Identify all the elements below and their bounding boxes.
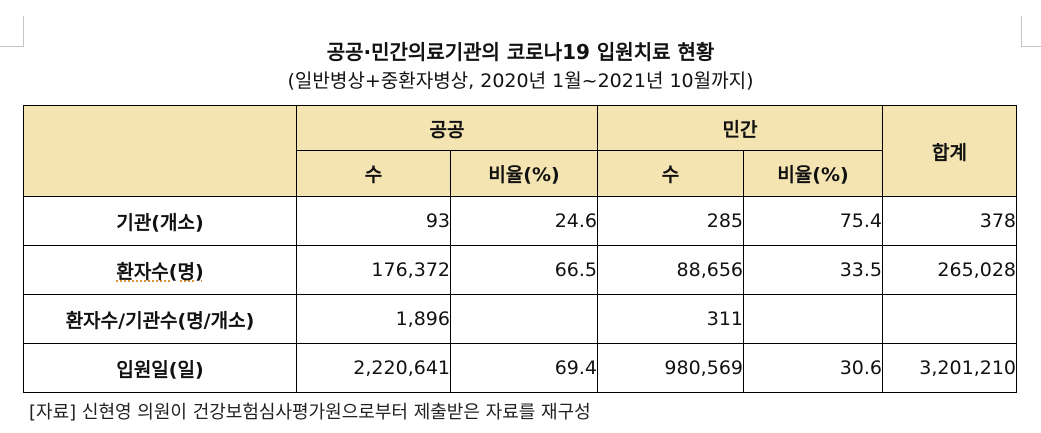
row-label: 입원일(일) xyxy=(23,343,297,393)
cell-public-count: 2,220,641 xyxy=(296,343,451,393)
page-corner-mark-right xyxy=(1021,16,1041,47)
cell-private-count: 88,656 xyxy=(597,245,744,295)
cell-private-count: 285 xyxy=(597,196,744,246)
header-public-ratio: 비율(%) xyxy=(450,150,598,197)
page-corner-mark-left xyxy=(0,16,24,47)
table-row: 기관(개소) 93 24.6 285 75.4 378 xyxy=(23,196,1017,246)
cell-public-ratio xyxy=(450,294,598,344)
table-row: 환자수/기관수(명/개소) 1,896 311 xyxy=(23,294,1017,344)
table-row: 입원일(일) 2,220,641 69.4 980,569 30.6 3,201… xyxy=(23,343,1017,393)
cell-public-count: 176,372 xyxy=(296,245,451,295)
cell-public-ratio: 24.6 xyxy=(450,196,598,246)
document-subtitle: (일반병상+중환자병상, 2020년 1월~2021년 10월까지) xyxy=(287,70,754,92)
row-label: 환자수/기관수(명/개소) xyxy=(23,294,297,344)
cell-total: 378 xyxy=(882,196,1017,246)
cell-public-ratio: 66.5 xyxy=(450,245,598,295)
header-row-groups: 공공 민간 합계 xyxy=(23,105,1017,197)
table-row: 환자수(명) 176,372 66.5 88,656 33.5 265,028 xyxy=(23,245,1017,295)
header-corner-cell xyxy=(23,105,297,197)
cell-private-count: 311 xyxy=(597,294,744,344)
row-label-text: 환자수(명) xyxy=(116,260,204,283)
cell-private-ratio xyxy=(743,294,883,344)
source-note: [자료] 신현영 의원이 건강보험심사평가원으로부터 제출받은 자료를 재구성 xyxy=(29,402,591,423)
cell-public-count: 93 xyxy=(296,196,451,246)
row-label: 환자수(명) xyxy=(23,245,297,295)
header-total: 합계 xyxy=(882,105,1017,197)
cell-total: 265,028 xyxy=(882,245,1017,295)
cell-public-ratio: 69.4 xyxy=(450,343,598,393)
cell-private-count: 980,569 xyxy=(597,343,744,393)
hospitalization-table: 공공 민간 합계 수 비율(%) 수 비율(%) 기관(개소) 93 24.6 … xyxy=(23,105,1017,393)
cell-total: 3,201,210 xyxy=(882,343,1017,393)
cell-private-ratio: 75.4 xyxy=(743,196,883,246)
cell-total xyxy=(882,294,1017,344)
cell-public-count: 1,896 xyxy=(296,294,451,344)
cell-private-ratio: 30.6 xyxy=(743,343,883,393)
header-private-ratio: 비율(%) xyxy=(743,150,883,197)
cell-private-ratio: 33.5 xyxy=(743,245,883,295)
document-title: 공공·민간의료기관의 코로나19 입원치료 현황 xyxy=(326,40,715,64)
header-group-public: 공공 xyxy=(296,105,598,151)
header-private-count: 수 xyxy=(597,150,744,197)
header-public-count: 수 xyxy=(296,150,451,197)
row-label: 기관(개소) xyxy=(23,196,297,246)
header-group-private: 민간 xyxy=(597,105,883,151)
